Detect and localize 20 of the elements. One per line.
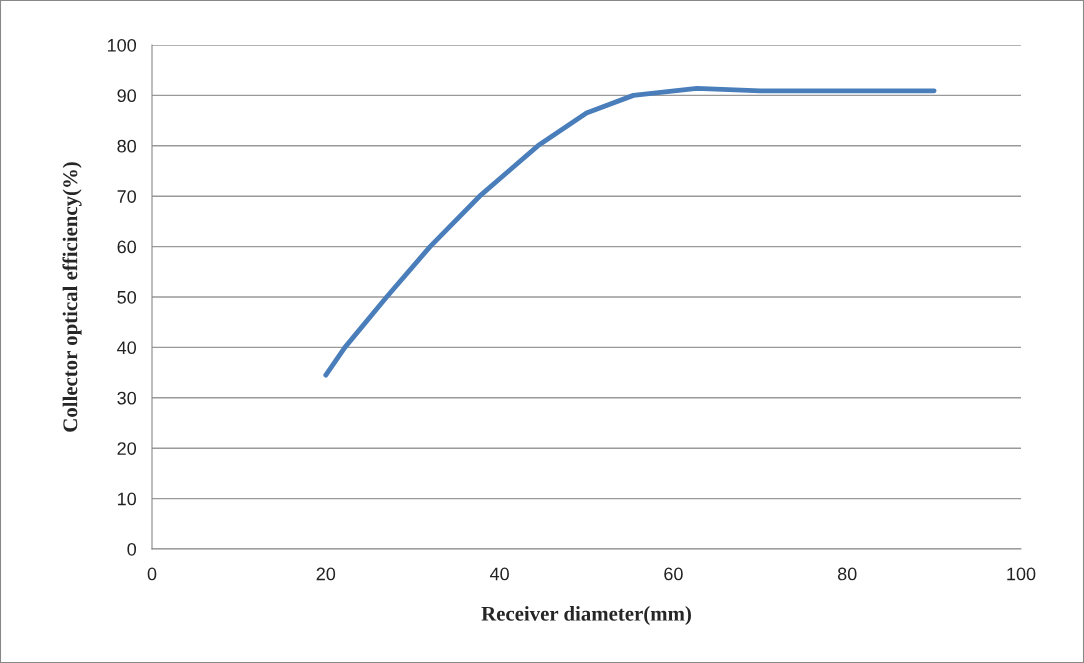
x-tick-label: 80 <box>837 567 857 581</box>
x-tick-label: 100 <box>1007 567 1036 581</box>
x-tick-label: 60 <box>664 567 683 581</box>
x-tick-label: 20 <box>316 567 336 581</box>
y-tick-label: 20 <box>117 442 137 455</box>
x-tick-label: 0 <box>147 567 157 581</box>
x-tick-label: 40 <box>489 567 509 581</box>
y-tick-label: 80 <box>117 139 137 153</box>
y-tick-label: 90 <box>117 89 137 103</box>
y-tick-label: 10 <box>118 492 137 506</box>
y-tick-label: 40 <box>117 341 137 355</box>
y-tick-label: 100 <box>107 38 137 52</box>
y-tick-label: 70 <box>117 190 137 203</box>
y-tick-label: 50 <box>117 290 137 304</box>
line-series <box>323 85 937 378</box>
x-axis-title: Receiver diameter(mm) <box>481 606 691 625</box>
y-tick-label: 60 <box>117 240 137 254</box>
y-axis-title: Collector optical efficiency(%) <box>62 162 82 432</box>
y-tick-label: 0 <box>127 542 137 556</box>
y-tick-label: 30 <box>117 391 137 405</box>
